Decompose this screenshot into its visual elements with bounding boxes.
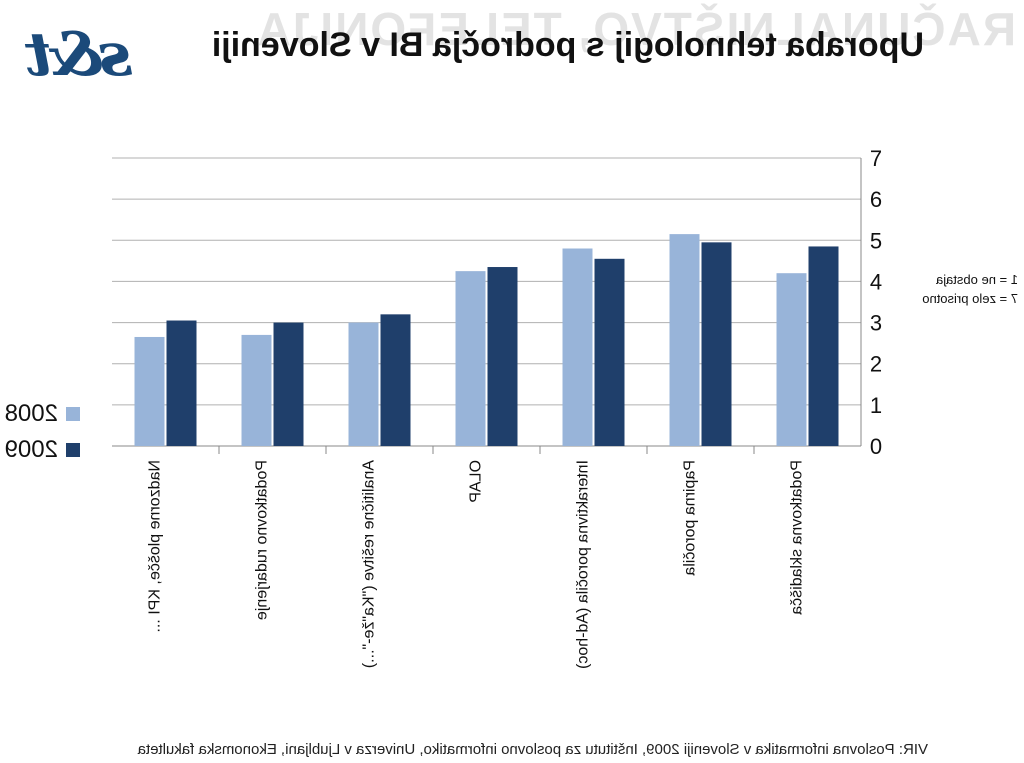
y-tick-label: 1 (870, 393, 882, 418)
y-tick-label: 5 (870, 228, 882, 253)
bar-2008 (455, 271, 486, 446)
category-label: Podatkovna skladišča (789, 460, 806, 615)
y-tick-label: 0 (870, 434, 882, 459)
bar-2008 (241, 334, 272, 446)
category-label: Papirna poročila (682, 460, 699, 576)
bar-2008 (669, 234, 700, 446)
bar-2009 (701, 242, 732, 446)
bar-2009 (380, 314, 411, 446)
bar-2008 (776, 273, 807, 446)
legend-item-2008: 2008 (5, 396, 80, 432)
legend-label-2009: 2009 (4, 436, 58, 463)
bar-2009 (166, 320, 197, 446)
chart-legend: 2008 2009 (5, 396, 80, 468)
category-label: Podatkovno rudarjenje (254, 460, 271, 620)
category-label: Analitične rešitve ("Ka"že-"...) (361, 460, 378, 668)
y-tick-label: 3 (870, 311, 882, 336)
bar-2008 (562, 248, 593, 446)
source-footer: VIR: Poslovna informatika v Sloveniji 20… (137, 741, 928, 758)
bar-2009 (594, 258, 625, 446)
category-label: OLAP (468, 460, 485, 503)
legend-item-2009: 2009 (5, 432, 80, 468)
bar-2009 (273, 322, 304, 446)
bar-2008 (348, 322, 379, 446)
bar-2009 (808, 246, 839, 446)
y-tick-label: 4 (870, 269, 882, 294)
category-label: Nadzorne plošče, KPI ... (147, 460, 164, 633)
y-tick-label: 7 (870, 146, 882, 171)
bar-2009 (487, 267, 518, 446)
y-tick-label: 2 (870, 352, 882, 377)
category-label: Interaktivna poročila (Ad-hoc) (575, 460, 592, 669)
y-tick-label: 6 (870, 187, 882, 212)
legend-swatch-2009 (66, 443, 80, 457)
legend-swatch-2008 (66, 407, 80, 421)
legend-label-2008: 2008 (4, 400, 58, 427)
bar-2008 (134, 336, 165, 446)
